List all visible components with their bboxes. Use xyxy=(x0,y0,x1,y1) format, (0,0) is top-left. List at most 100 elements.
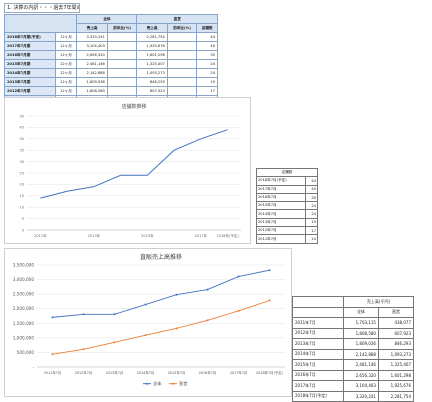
x-tick-label: 2011年 xyxy=(34,233,47,238)
ratio-direct-cell xyxy=(167,33,197,42)
col-header: 店舗数 xyxy=(197,24,218,33)
sales-corner xyxy=(293,297,344,308)
y-tick-label: 0 xyxy=(22,228,24,232)
sales-all-cell: 2,481,146 xyxy=(343,360,378,371)
y-tick-label: 3,500,000 xyxy=(13,263,35,268)
row-label: 2011年7月 xyxy=(257,235,306,243)
data-point xyxy=(269,269,271,271)
sales-all-cell: 1,809,036 xyxy=(343,339,378,350)
store-count-cell: 35 xyxy=(197,51,218,60)
sales-direct-cell: 1,325,407 xyxy=(378,360,413,371)
group-header-direct: 直営 xyxy=(137,15,218,24)
y-tick-label: 15 xyxy=(20,194,24,198)
ratio-direct-cell xyxy=(167,42,197,51)
ratio-all-cell xyxy=(107,78,137,87)
row-label: 2018年7月(予定) xyxy=(257,177,306,185)
y-tick-label: 50 xyxy=(20,114,24,118)
sales-direct-cell: 438,077 xyxy=(378,318,413,329)
ratio-direct-cell xyxy=(167,60,197,69)
y-tick-label: 30 xyxy=(20,160,24,164)
store-count-cell: 44 xyxy=(306,177,318,185)
col-header: 売上高 xyxy=(137,24,167,33)
ratio-direct-cell xyxy=(167,51,197,60)
row-label: 2012年7月 xyxy=(257,227,306,235)
y-tick-label: 10 xyxy=(20,206,24,210)
y-tick-label: 40 xyxy=(20,137,24,141)
row-label: 2014年7月 xyxy=(293,349,344,360)
y-tick-label: 1,000,000 xyxy=(13,335,35,340)
row-label: 2017年7月期 xyxy=(5,42,56,51)
y-tick-label: 25 xyxy=(20,171,24,175)
data-point xyxy=(269,300,271,302)
sales-direct-cell: 1,601,298 xyxy=(378,370,413,381)
ratio-all-cell xyxy=(107,33,137,42)
sales-table-header: 売上高(千円) xyxy=(343,297,413,308)
sales-all-cell: 2,656,320 xyxy=(77,51,107,60)
row-months: 12ヶ月 xyxy=(55,33,77,42)
data-point xyxy=(145,334,147,336)
x-tick-label: 2012年7月 xyxy=(75,370,93,375)
y-tick-label: 35 xyxy=(20,149,24,153)
ratio-direct-cell xyxy=(167,69,197,78)
y-tick-label: 45 xyxy=(20,126,24,130)
sales-all-cell: 2,481,146 xyxy=(77,60,107,69)
y-tick-label: 1,500,000 xyxy=(13,321,35,326)
store-count-cell: 19 xyxy=(306,218,318,226)
group-header-all: 全体 xyxy=(77,15,137,24)
x-tick-label: 2013年7月 xyxy=(106,370,124,375)
y-tick-label: 2,500,000 xyxy=(13,292,35,297)
data-point xyxy=(176,294,178,296)
row-label: 2015年7月期 xyxy=(5,60,56,69)
row-label: 2015年7月 xyxy=(257,202,306,210)
row-months: 12ヶ月 xyxy=(55,69,77,78)
row-label: 2013年7月 xyxy=(257,218,306,226)
y-tick-label: 5 xyxy=(22,217,24,221)
ratio-direct-cell xyxy=(167,78,197,87)
row-label: 2017年7月 xyxy=(293,381,344,392)
legend-label: 全体 xyxy=(153,380,162,387)
row-label: 2011年7月 xyxy=(293,318,344,329)
y-tick-label: 2,000,000 xyxy=(13,306,35,311)
row-months: 12ヶ月 xyxy=(55,87,77,96)
data-point xyxy=(207,289,209,291)
data-point xyxy=(83,313,85,315)
col-header: 前年比(%) xyxy=(167,24,197,33)
row-label: 2016年7月 xyxy=(257,193,306,201)
report-title: 1. 決算の内訳・・・過去7年間の業績推移 xyxy=(4,3,80,13)
row-label: 2016年7月 xyxy=(293,370,344,381)
x-tick-label: 2017年 xyxy=(195,233,208,238)
store-count-cell: 17 xyxy=(197,87,218,96)
row-label: 2013年7月期 xyxy=(5,78,56,87)
store-count-cell: 19 xyxy=(197,78,218,87)
data-point xyxy=(176,327,178,329)
sub-header-direct: 直営 xyxy=(378,307,413,318)
ratio-direct-cell xyxy=(167,87,197,96)
sales-direct-cell: 2,281,754 xyxy=(137,33,167,42)
x-tick-label: 2018年(予定) xyxy=(217,233,240,238)
ratio-all-cell xyxy=(107,51,137,60)
y-tick-label: - xyxy=(32,365,34,370)
sales-all-cell: 1,808,580 xyxy=(343,328,378,339)
sales-all-cell: 3,104,403 xyxy=(77,42,107,51)
store-count-cell: 14 xyxy=(306,235,318,243)
legend-label: 直営 xyxy=(179,380,187,387)
sales-all-cell: 3,104,403 xyxy=(343,381,378,392)
sales-all-cell: 1,809,036 xyxy=(77,78,107,87)
row-months: 12ヶ月 xyxy=(55,60,77,69)
corner-cell xyxy=(5,15,77,33)
